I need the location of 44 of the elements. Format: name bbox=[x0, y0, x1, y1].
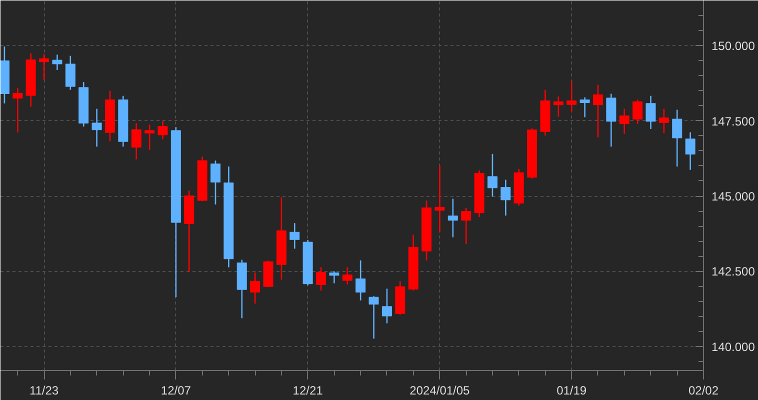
y-tick-label: 147.500 bbox=[712, 114, 756, 128]
x-tick-label: 11/23 bbox=[29, 384, 59, 398]
candlestick bbox=[580, 96, 590, 118]
candlestick bbox=[356, 260, 366, 302]
candlestick bbox=[606, 93, 616, 148]
x-tick-label: 02/02 bbox=[688, 384, 719, 398]
candlestick bbox=[12, 87, 23, 133]
candlestick bbox=[250, 272, 260, 304]
candlestick bbox=[553, 96, 564, 118]
x-tick-label: 2024/01/05 bbox=[410, 384, 470, 398]
candlestick bbox=[39, 53, 50, 81]
candlestick bbox=[672, 109, 682, 168]
candlestick bbox=[382, 288, 392, 324]
candlestick bbox=[316, 266, 326, 292]
candlestick bbox=[658, 108, 669, 134]
candlestick bbox=[619, 108, 630, 134]
candlestick bbox=[158, 120, 168, 140]
candlestick bbox=[566, 80, 577, 114]
y-tick-label: 150.000 bbox=[712, 39, 756, 54]
candlestick bbox=[210, 160, 220, 206]
candlestick bbox=[65, 55, 76, 90]
candlestick bbox=[368, 296, 379, 340]
candlestick bbox=[646, 95, 656, 130]
candlestick bbox=[131, 122, 142, 160]
y-tick-label: 145.000 bbox=[712, 190, 756, 204]
x-tick-label: 12/21 bbox=[292, 384, 324, 398]
y-tick-label: 140.000 bbox=[712, 340, 756, 354]
candlestick bbox=[448, 198, 458, 238]
candlestick bbox=[461, 207, 472, 245]
candlestick bbox=[434, 164, 445, 233]
candlestick bbox=[632, 99, 643, 124]
candlestick bbox=[329, 270, 340, 284]
candlestick bbox=[592, 84, 603, 138]
candlestick bbox=[487, 153, 498, 198]
candlestick bbox=[52, 54, 62, 71]
x-tick-label: 12/07 bbox=[160, 384, 192, 398]
y-tick-label: 142.500 bbox=[712, 264, 756, 279]
candlestick bbox=[685, 132, 696, 171]
candlestick bbox=[500, 179, 511, 216]
x-tick-label: 01/19 bbox=[556, 384, 587, 398]
candlestick bbox=[342, 266, 352, 286]
candlestick bbox=[144, 124, 155, 151]
candlestick bbox=[290, 222, 300, 250]
candlestick bbox=[92, 108, 102, 148]
